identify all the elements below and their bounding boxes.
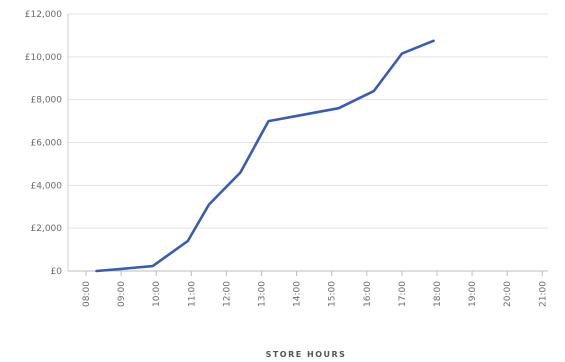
x-tick-label: 10:00 xyxy=(152,281,162,307)
x-tick-label: 16:00 xyxy=(363,281,373,307)
x-tick-label: 18:00 xyxy=(433,281,443,307)
y-axis-ticks: £0 £2,000 £4,000 £6,000 £8,000 £10,000 £12,000 xyxy=(25,10,62,277)
y-tick-label: £0 xyxy=(51,267,63,277)
y-tick-label: £6,000 xyxy=(31,139,63,149)
x-tick-label: 09:00 xyxy=(117,281,127,307)
x-axis-title: STORE HOURS xyxy=(266,350,347,359)
x-tick-label: 21:00 xyxy=(538,281,548,307)
series-line-sales xyxy=(95,39,435,273)
x-axis-ticks: 08:00 09:00 10:00 11:00 12:00 13:00 14:00 15:00… xyxy=(82,271,548,307)
y-tick-label: £8,000 xyxy=(31,96,63,106)
x-tick-label: 15:00 xyxy=(328,281,338,307)
x-tick-label: 14:00 xyxy=(293,281,303,307)
x-tick-label: 13:00 xyxy=(258,281,268,307)
x-tick-label: 20:00 xyxy=(503,281,513,307)
y-tick-label: £4,000 xyxy=(31,181,63,191)
x-tick-label: 17:00 xyxy=(398,281,408,307)
x-tick-label: 19:00 xyxy=(468,281,478,307)
gridlines xyxy=(68,13,548,272)
y-tick-label: £2,000 xyxy=(31,224,63,234)
y-tick-label: £10,000 xyxy=(25,53,62,63)
x-tick-label: 08:00 xyxy=(82,281,92,307)
y-tick-label: £12,000 xyxy=(25,10,62,20)
x-tick-label: 12:00 xyxy=(222,281,232,307)
x-tick-label: 11:00 xyxy=(187,281,197,307)
